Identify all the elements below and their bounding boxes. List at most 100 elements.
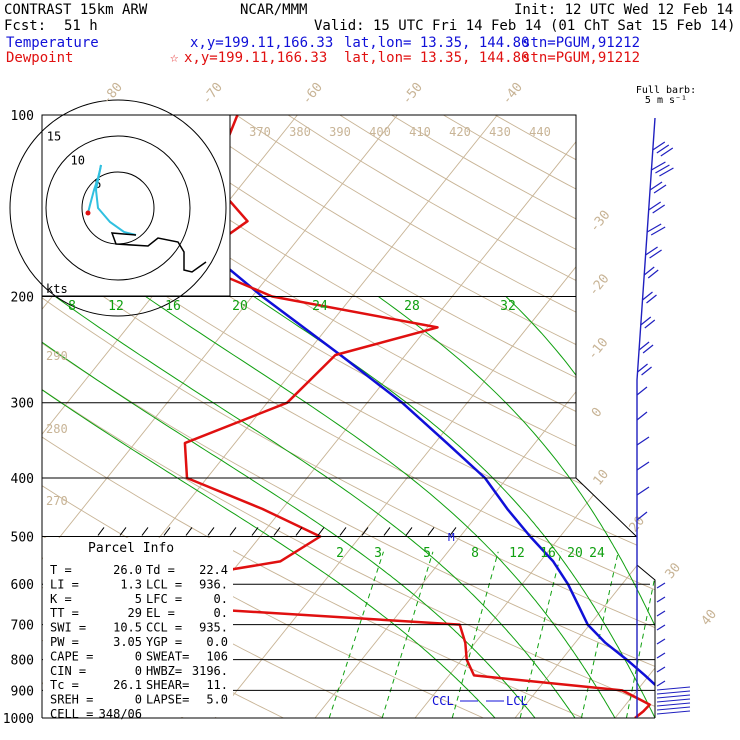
wind-barb [656,624,666,631]
isotherm-label-m10: -10 [585,335,611,363]
dewpoint-label: Dewpoint [6,50,74,66]
pressure-label-800: 800 [11,654,34,669]
wind-barb [642,344,654,354]
isotherm-line [42,115,398,718]
parcel-info-value2: 0. [214,606,228,620]
parcel-info-value2: 5.0 [206,693,228,707]
wind-barb [636,436,650,446]
parcel-info-value: 1.3 [120,577,142,591]
dry-adiabat-line [42,115,655,718]
dry-adiabat-line [42,115,655,718]
mixing-ratio-label-3: 3 [374,546,382,561]
parcel-info-value2: 0. [214,592,228,606]
center-title: NCAR/MMM [240,2,308,18]
parcel-info-key2: SHEAR= [146,678,189,692]
ccl-label: CCL [432,694,454,708]
wind-barb [649,181,663,191]
dry-adiabat-line [494,115,655,718]
parcel-info-value: 29 [128,606,142,620]
pressure-label-900: 900 [11,684,34,699]
wind-barb [636,411,648,421]
level-hatch-mark [185,527,193,536]
wind-barb [646,223,662,233]
theta-label-410: 410 [409,125,431,139]
parcel-info-key2: LAPSE= [146,693,189,707]
lfc-m-label: M [448,531,455,544]
dry-adiabat-line [80,115,655,718]
isotherm-label-m20: -20 [586,271,612,299]
lcl-label: LCL [506,694,528,708]
moist-label-16: 16 [165,299,181,314]
level-hatch-mark [273,527,281,536]
parcel-info-key: SWI = [50,621,86,635]
fcst-label: Fcst: [4,18,47,34]
wind-barb [656,702,691,707]
isotherm-label-30: 30 [663,560,685,582]
parcel-info-key: CELL = [50,707,93,721]
level-hatch-mark [295,527,303,536]
hodograph-ring-label-10: 10 [70,153,84,167]
wind-barb [652,204,666,214]
parcel-info-key: PW = [50,635,79,649]
hodograph-ring-label-15: 15 [47,130,61,144]
level-hatch-mark [427,527,435,536]
parcel-info-key: CAPE = [50,649,93,663]
parcel-info-value2: 0.0 [206,635,228,649]
level-hatch-mark [339,527,347,536]
moist-label-12: 12 [108,299,124,314]
wind-barb [656,652,666,659]
wind-barb [643,266,655,276]
wind-barb [656,698,691,703]
level-hatch-mark [361,527,369,536]
theta-left-label-290: 290 [46,349,68,363]
temperature-stn: stn=PGUM,91212 [522,35,641,51]
level-hatch-mark [449,527,457,536]
hodograph-end-marker [85,210,91,216]
theta-label-370: 370 [249,125,271,139]
wind-barb [648,201,662,211]
wind-barb [647,269,659,279]
level-hatch-mark [119,527,127,536]
wind-barb [636,511,648,521]
parcel-info-value: 0 [135,649,142,663]
wind-barb [656,710,691,715]
wind-barb [659,167,674,177]
wind-barb [656,690,691,695]
isotherm-line [514,115,655,718]
isotherm-label-m30: -30 [587,208,613,236]
pressure-label-300: 300 [11,397,34,412]
wind-barb [655,164,670,174]
parcel-info-key: LI = [50,577,79,591]
dry-adiabat-line [42,115,655,718]
hodograph-ring-15 [9,99,227,317]
wind-barb [656,582,666,589]
level-hatch-mark [141,527,149,536]
parcel-info-value: 5 [135,592,142,606]
temperature-xy: x,y=199.11,166.33 [190,35,334,51]
dry-adiabat-line [42,115,655,718]
wind-barb [652,141,666,151]
parcel-info-key2: CCL = [146,621,182,635]
barb-note-2: 5 m s⁻¹ [645,95,687,106]
wind-barb [656,680,666,687]
parcel-info-key2: Td = [146,563,175,577]
parcel-info-value: 0 [135,693,142,707]
moist-adiabat-line [378,296,655,718]
parcel-info-key2: LCL = [146,577,182,591]
level-hatch-mark [251,527,259,536]
moist-label-20: 20 [232,299,248,314]
theta-left-label-280: 280 [46,422,68,436]
level-hatch-mark [405,527,413,536]
parcel-info-title: Parcel Info [88,541,174,556]
isotherm-line [314,115,655,718]
parcel-info-value2: 22.4 [199,563,228,577]
pressure-label-400: 400 [11,472,34,487]
dry-adiabat-line [339,115,655,718]
isotherm-label-m50: -50 [399,80,425,108]
isotherm-label-m70: -70 [199,80,225,108]
wind-barb [644,319,656,329]
parcel-info-value2: 935. [199,621,228,635]
wind-barb [656,638,666,645]
dry-adiabat-line [42,115,655,718]
